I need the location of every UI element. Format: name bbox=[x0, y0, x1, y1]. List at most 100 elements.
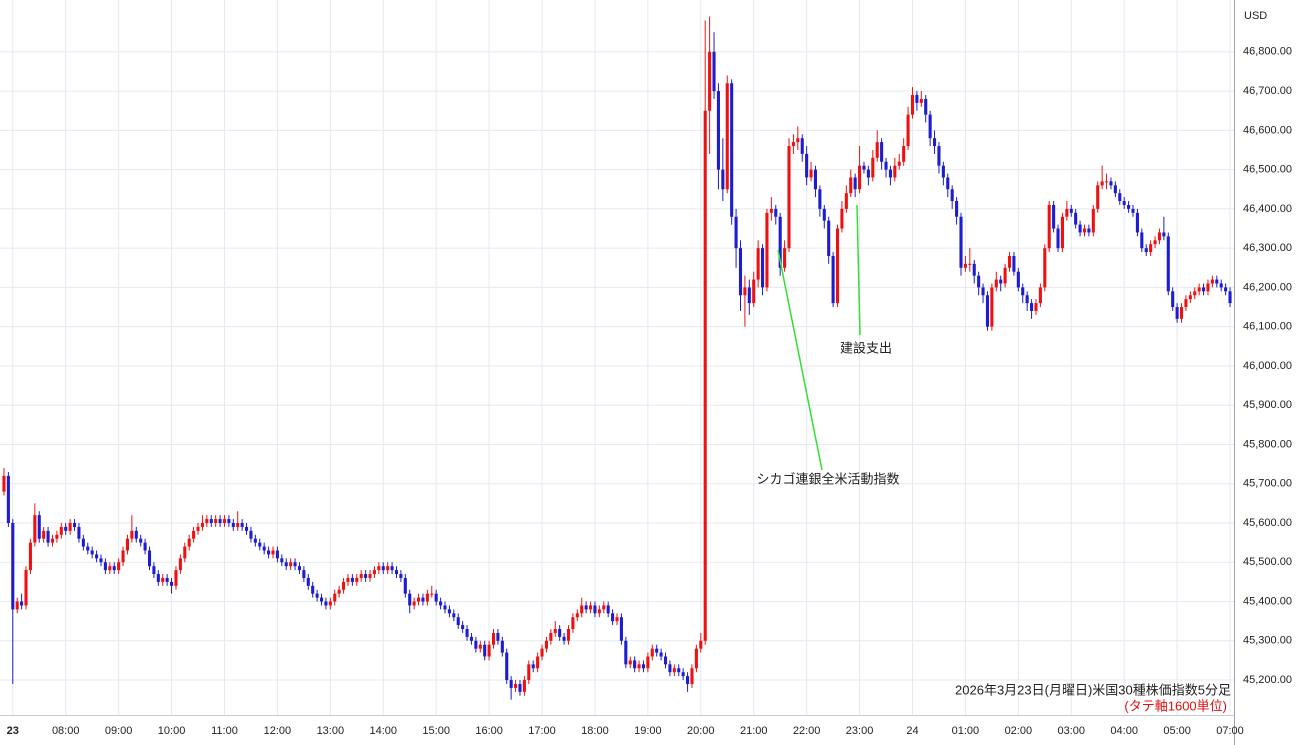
candle-body bbox=[1202, 287, 1206, 292]
candle-body bbox=[1104, 181, 1109, 183]
candle-body bbox=[756, 248, 760, 280]
candle-body bbox=[37, 515, 41, 539]
y-tick-label: 46,200.00 bbox=[1243, 281, 1292, 293]
annotation-pointer bbox=[856, 204, 861, 336]
candle-body bbox=[1082, 228, 1087, 233]
candle-body bbox=[165, 577, 169, 582]
candle-body bbox=[597, 609, 601, 614]
candle-body bbox=[505, 652, 509, 681]
caption: 2026年3月23日(月曜日)米国30種株価指数5分足 bbox=[955, 682, 1231, 697]
candle-body bbox=[50, 538, 55, 543]
candle-body bbox=[783, 248, 787, 268]
candle-body bbox=[924, 98, 928, 115]
candle-body bbox=[293, 562, 297, 567]
candle-body bbox=[447, 609, 451, 614]
candle-body bbox=[399, 574, 403, 578]
candle-body bbox=[244, 526, 249, 531]
candle-body bbox=[2, 475, 6, 492]
candle-body bbox=[611, 613, 615, 622]
candle-body bbox=[1179, 307, 1184, 319]
candle-body bbox=[333, 593, 337, 602]
x-tick-label: 01:00 bbox=[952, 725, 980, 737]
candle-body bbox=[835, 228, 840, 304]
candle-body bbox=[575, 613, 579, 618]
candle-body bbox=[1162, 232, 1166, 237]
candle-body bbox=[950, 189, 954, 202]
candle-body bbox=[95, 554, 99, 559]
candle-body bbox=[1113, 185, 1117, 194]
candle-body bbox=[68, 522, 72, 531]
candle-body bbox=[712, 51, 716, 92]
candle-body bbox=[469, 636, 474, 641]
candle-body bbox=[791, 142, 795, 147]
candle-body bbox=[1215, 279, 1219, 284]
candle-body bbox=[187, 538, 191, 547]
candle-body bbox=[487, 644, 491, 657]
candle-body bbox=[483, 644, 487, 657]
candle-body bbox=[112, 566, 116, 571]
candle-body bbox=[840, 208, 844, 229]
candle-body bbox=[1087, 228, 1091, 233]
candle-body bbox=[1056, 228, 1060, 249]
candle-body bbox=[558, 629, 562, 637]
candle-body bbox=[319, 597, 324, 602]
candle-body bbox=[1127, 204, 1131, 209]
candle-body bbox=[1228, 291, 1232, 304]
candle-body bbox=[941, 165, 945, 178]
y-tick-label: 46,000.00 bbox=[1243, 360, 1292, 372]
candle-body bbox=[655, 648, 659, 653]
candle-body bbox=[240, 522, 244, 527]
candle-body bbox=[42, 530, 46, 539]
candle-body bbox=[403, 577, 407, 594]
candle-body bbox=[1096, 185, 1100, 209]
candle-body bbox=[637, 664, 641, 669]
candle-body bbox=[227, 519, 231, 523]
candle-body bbox=[439, 601, 443, 606]
candle-body bbox=[1030, 303, 1034, 311]
candle-body bbox=[1224, 287, 1228, 292]
candle-body bbox=[236, 522, 240, 527]
candle-body bbox=[536, 656, 540, 669]
x-tick-label: 14:00 bbox=[369, 725, 397, 737]
candle-body bbox=[1074, 212, 1078, 225]
y-tick-label: 45,200.00 bbox=[1243, 674, 1292, 686]
candle-body bbox=[615, 617, 619, 622]
candle-body bbox=[1153, 240, 1157, 245]
candle-body bbox=[588, 605, 593, 610]
candle-body bbox=[972, 263, 976, 276]
candle-body bbox=[218, 519, 222, 523]
candle-body bbox=[209, 519, 213, 523]
candle-body bbox=[1219, 283, 1223, 288]
candle-body bbox=[540, 648, 544, 657]
candle-body bbox=[1131, 208, 1135, 213]
candle-body bbox=[200, 522, 204, 527]
candle-body bbox=[694, 648, 698, 669]
x-tick-label: 21:00 bbox=[740, 725, 768, 737]
candle-body bbox=[509, 680, 513, 688]
candle-body bbox=[1060, 216, 1064, 249]
x-tick-label: 08:00 bbox=[52, 725, 80, 737]
candle-body bbox=[134, 530, 138, 539]
candle-body bbox=[196, 526, 200, 531]
x-tick-label: 16:00 bbox=[475, 725, 503, 737]
candle-body bbox=[699, 640, 703, 649]
candle-body bbox=[915, 95, 919, 103]
candle-body bbox=[994, 279, 998, 288]
x-tick-label: 02:00 bbox=[1005, 725, 1033, 737]
candle-body bbox=[364, 574, 368, 578]
x-tick-label: 13:00 bbox=[317, 725, 345, 737]
candle-body bbox=[81, 538, 85, 547]
y-tick-label: 46,500.00 bbox=[1243, 164, 1292, 176]
candle-body bbox=[491, 632, 496, 645]
candle-body bbox=[1171, 291, 1175, 308]
candle-body bbox=[121, 550, 125, 563]
candle-body bbox=[1175, 307, 1179, 319]
candle-body bbox=[1188, 295, 1192, 300]
candle-body bbox=[668, 664, 672, 673]
candle-body bbox=[968, 263, 972, 265]
candle-body bbox=[355, 577, 359, 582]
candle-body bbox=[267, 550, 271, 555]
candle-body bbox=[1025, 295, 1029, 304]
candle-body bbox=[518, 683, 522, 692]
